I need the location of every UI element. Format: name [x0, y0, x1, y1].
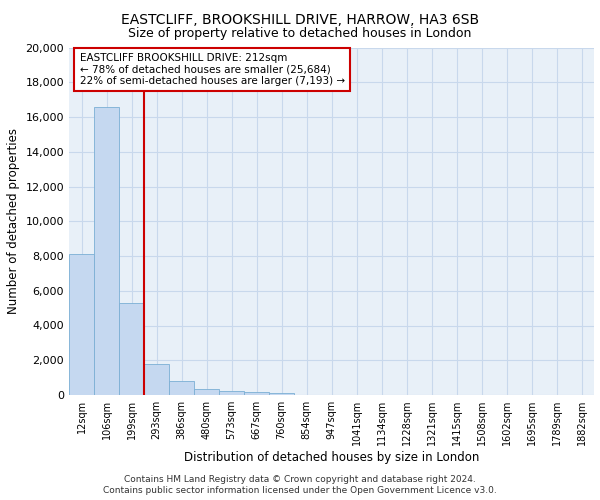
Text: EASTCLIFF BROOKSHILL DRIVE: 212sqm
← 78% of detached houses are smaller (25,684): EASTCLIFF BROOKSHILL DRIVE: 212sqm ← 78%…: [79, 52, 344, 86]
Bar: [194, 389, 219, 395]
Bar: [169, 382, 194, 395]
Bar: [69, 254, 94, 395]
X-axis label: Distribution of detached houses by size in London: Distribution of detached houses by size …: [184, 451, 479, 464]
Bar: [269, 394, 294, 395]
Text: Size of property relative to detached houses in London: Size of property relative to detached ho…: [128, 28, 472, 40]
Text: Contains public sector information licensed under the Open Government Licence v3: Contains public sector information licen…: [103, 486, 497, 495]
Y-axis label: Number of detached properties: Number of detached properties: [7, 128, 20, 314]
Text: Contains HM Land Registry data © Crown copyright and database right 2024.: Contains HM Land Registry data © Crown c…: [124, 475, 476, 484]
Bar: [144, 364, 169, 395]
Bar: [244, 392, 269, 395]
Bar: [119, 303, 144, 395]
Text: EASTCLIFF, BROOKSHILL DRIVE, HARROW, HA3 6SB: EASTCLIFF, BROOKSHILL DRIVE, HARROW, HA3…: [121, 12, 479, 26]
Bar: [94, 106, 119, 395]
Bar: [219, 392, 244, 395]
